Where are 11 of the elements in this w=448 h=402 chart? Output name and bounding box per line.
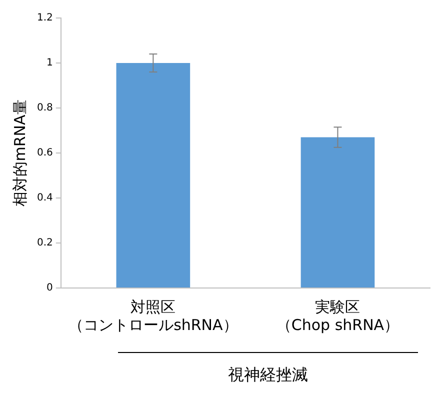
y-tick-label: 0 (46, 282, 53, 294)
x-axis-title: 視神経挫滅 (227, 365, 309, 386)
y-tick-label: 1.2 (36, 12, 53, 24)
x-tick-label: 実験区（Chop shRNA） (276, 298, 400, 334)
y-tick-label: 0.8 (36, 102, 53, 114)
y-tick-label: 0.6 (36, 148, 53, 159)
y-axis-title: 相対的mRNA量 (10, 100, 29, 206)
y-tick-label: 0.4 (36, 192, 53, 204)
y-tick-label: 1 (46, 58, 53, 69)
x-tick-label: 対照区（コントロールshRNA） (68, 298, 238, 334)
y-tick-label: 0.2 (36, 238, 53, 249)
